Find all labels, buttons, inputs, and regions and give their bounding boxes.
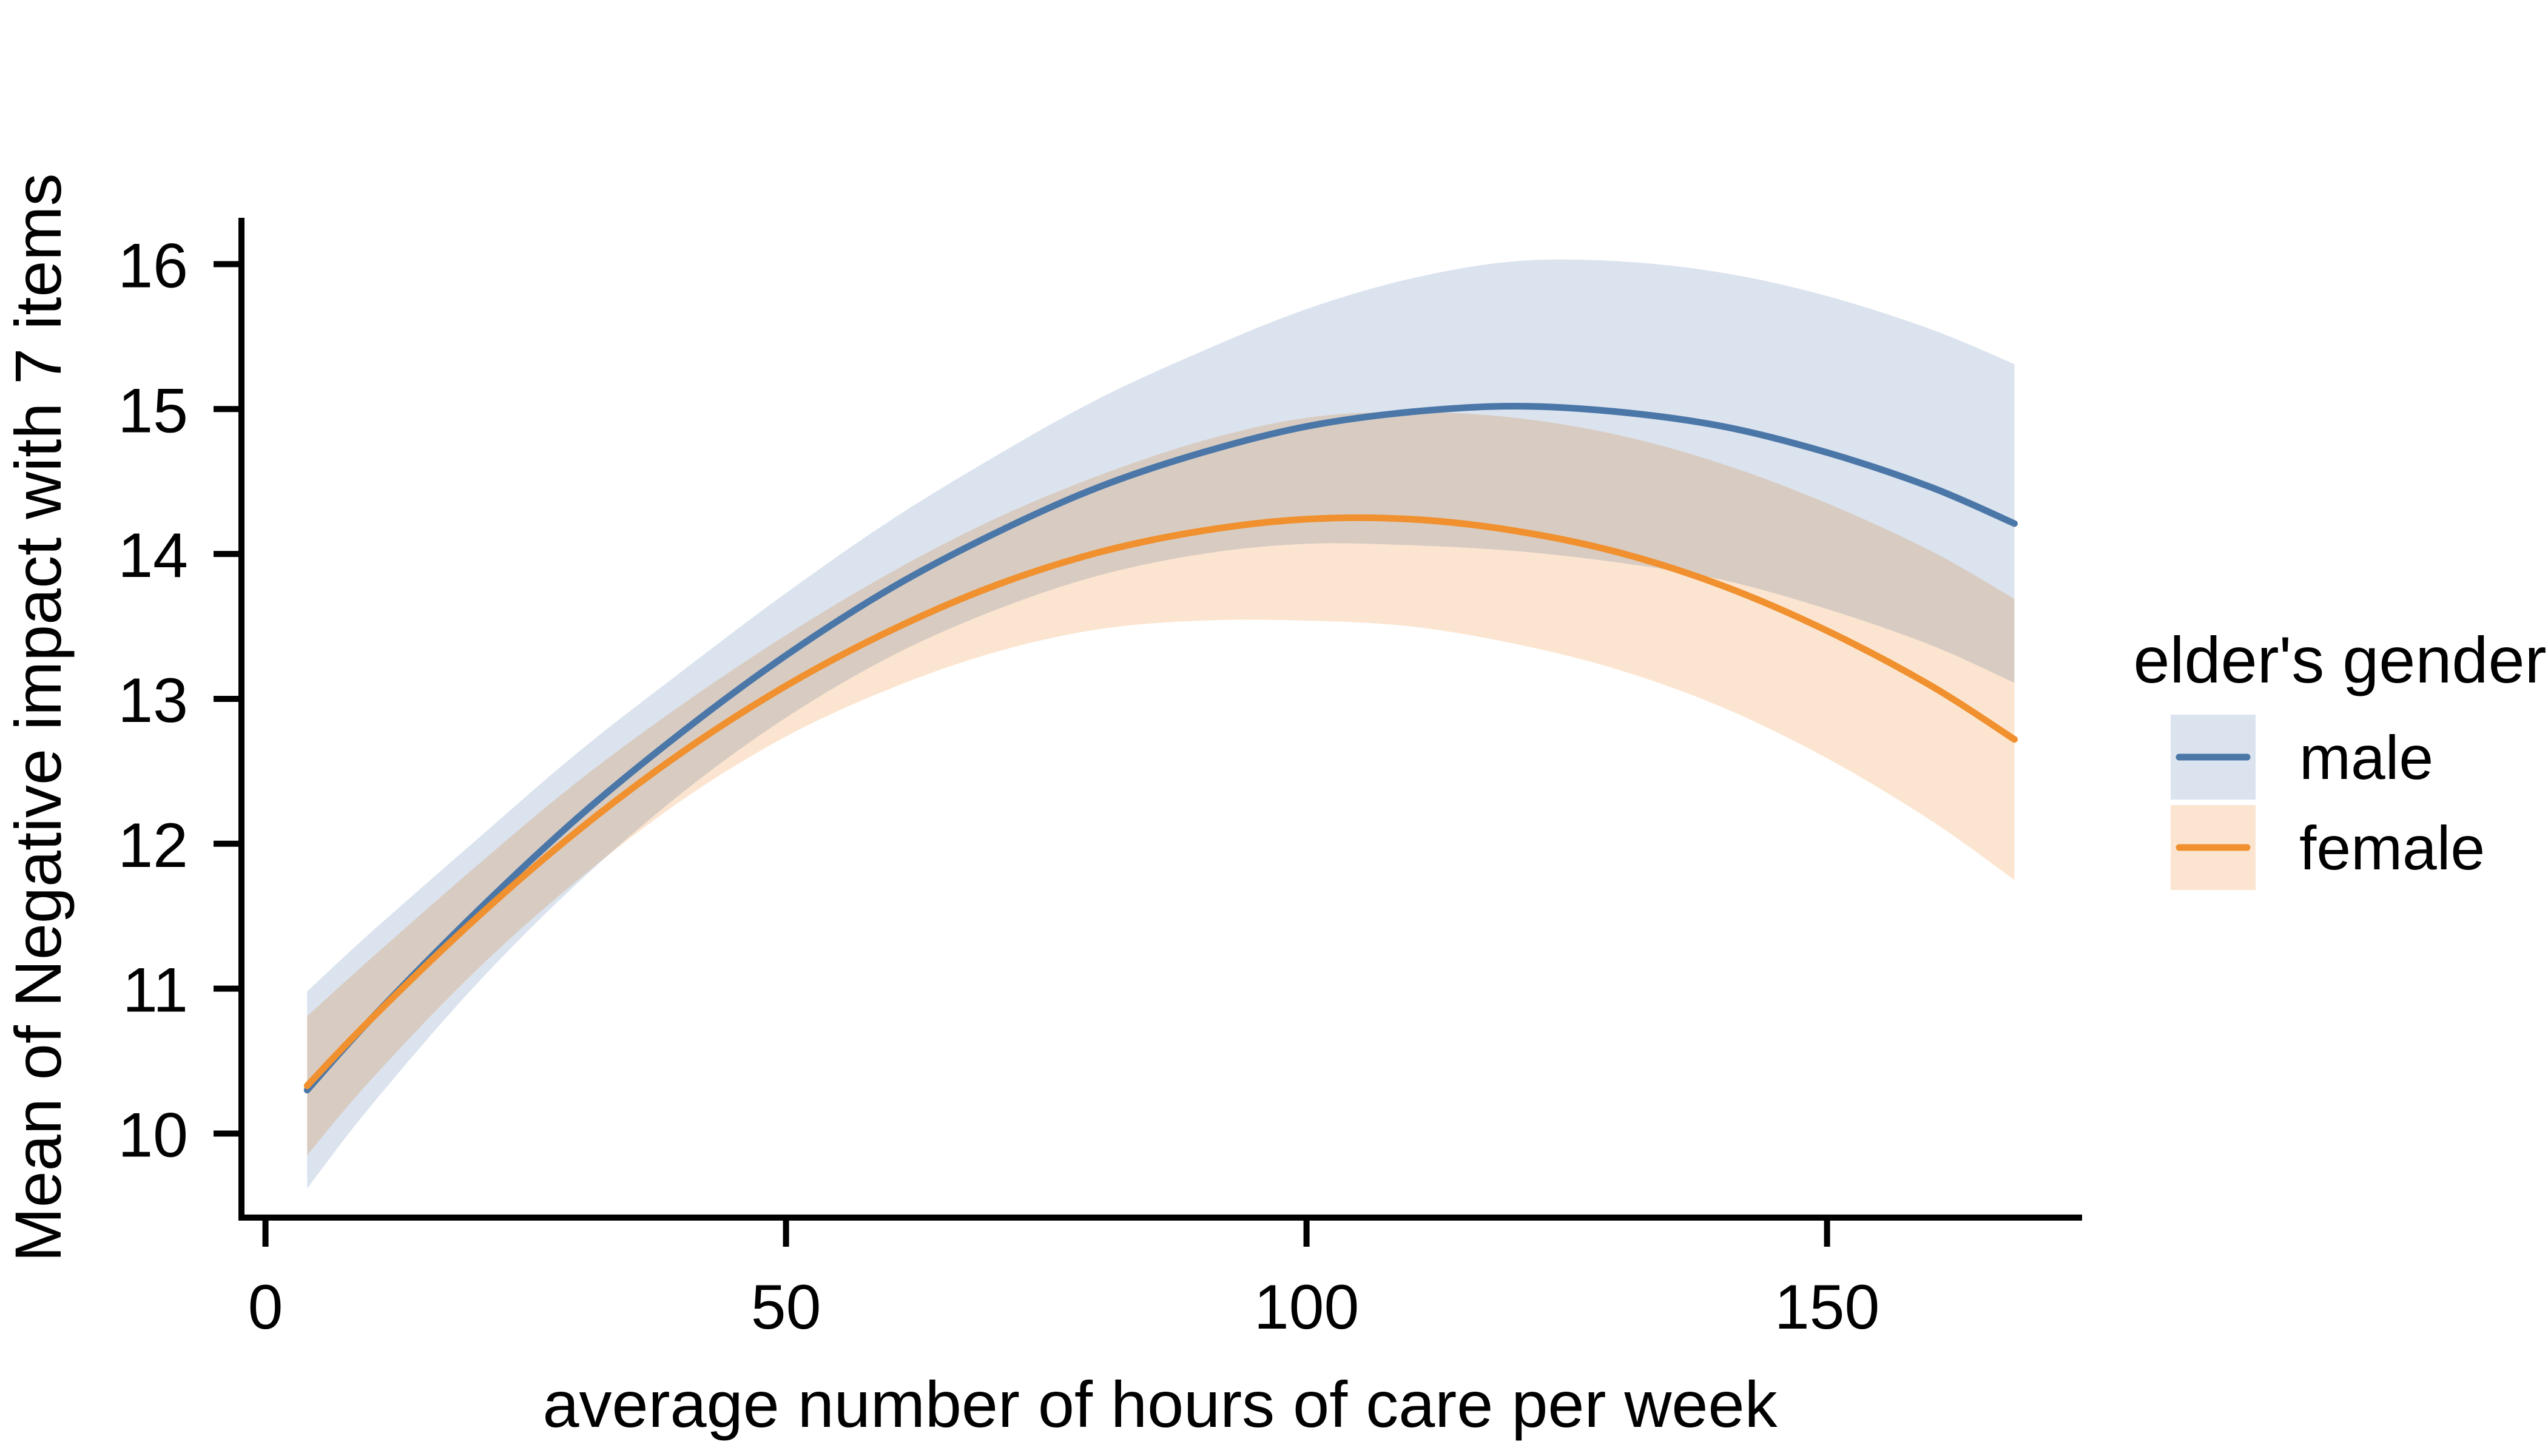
x-tick-label: 150 — [1774, 1272, 1880, 1343]
y-axis-title: Mean of Negative impact with 7 items — [1, 174, 75, 1262]
y-tick-label: 15 — [118, 376, 188, 446]
y-tick-label: 14 — [118, 521, 188, 591]
legend-title: elder's gender — [2133, 623, 2546, 696]
x-tick-label: 0 — [248, 1272, 283, 1343]
x-tick-label: 50 — [751, 1272, 821, 1343]
legend-label-male: male — [2299, 723, 2433, 792]
legend-entry-female: female — [2171, 805, 2485, 890]
series-line-female — [303, 514, 2018, 1090]
x-tick-label: 100 — [1254, 1272, 1360, 1343]
legend: elder's gender male female — [2133, 623, 2547, 890]
legend-label-female: female — [2299, 814, 2485, 883]
confidence-band-female — [307, 412, 2015, 1156]
y-axis-ticks: 10 11 12 13 14 15 16 — [118, 231, 241, 1171]
series-line-male — [303, 402, 2018, 1094]
confidence-bands — [307, 259, 2015, 1189]
y-tick-label: 12 — [118, 811, 188, 881]
x-axis-ticks: 0 50 100 150 — [248, 1218, 1880, 1343]
y-tick-label: 16 — [118, 231, 188, 301]
axes: 10 11 12 13 14 15 16 0 50 100 150 — [118, 218, 2082, 1343]
x-axis-title: average number of hours of care per week — [542, 1367, 1778, 1441]
confidence-band-male — [307, 259, 2015, 1189]
legend-entry-male: male — [2171, 715, 2433, 800]
y-tick-label: 11 — [123, 956, 188, 1026]
y-tick-label: 10 — [118, 1100, 188, 1171]
y-tick-label: 13 — [118, 666, 188, 736]
series-lines — [303, 402, 2018, 1094]
